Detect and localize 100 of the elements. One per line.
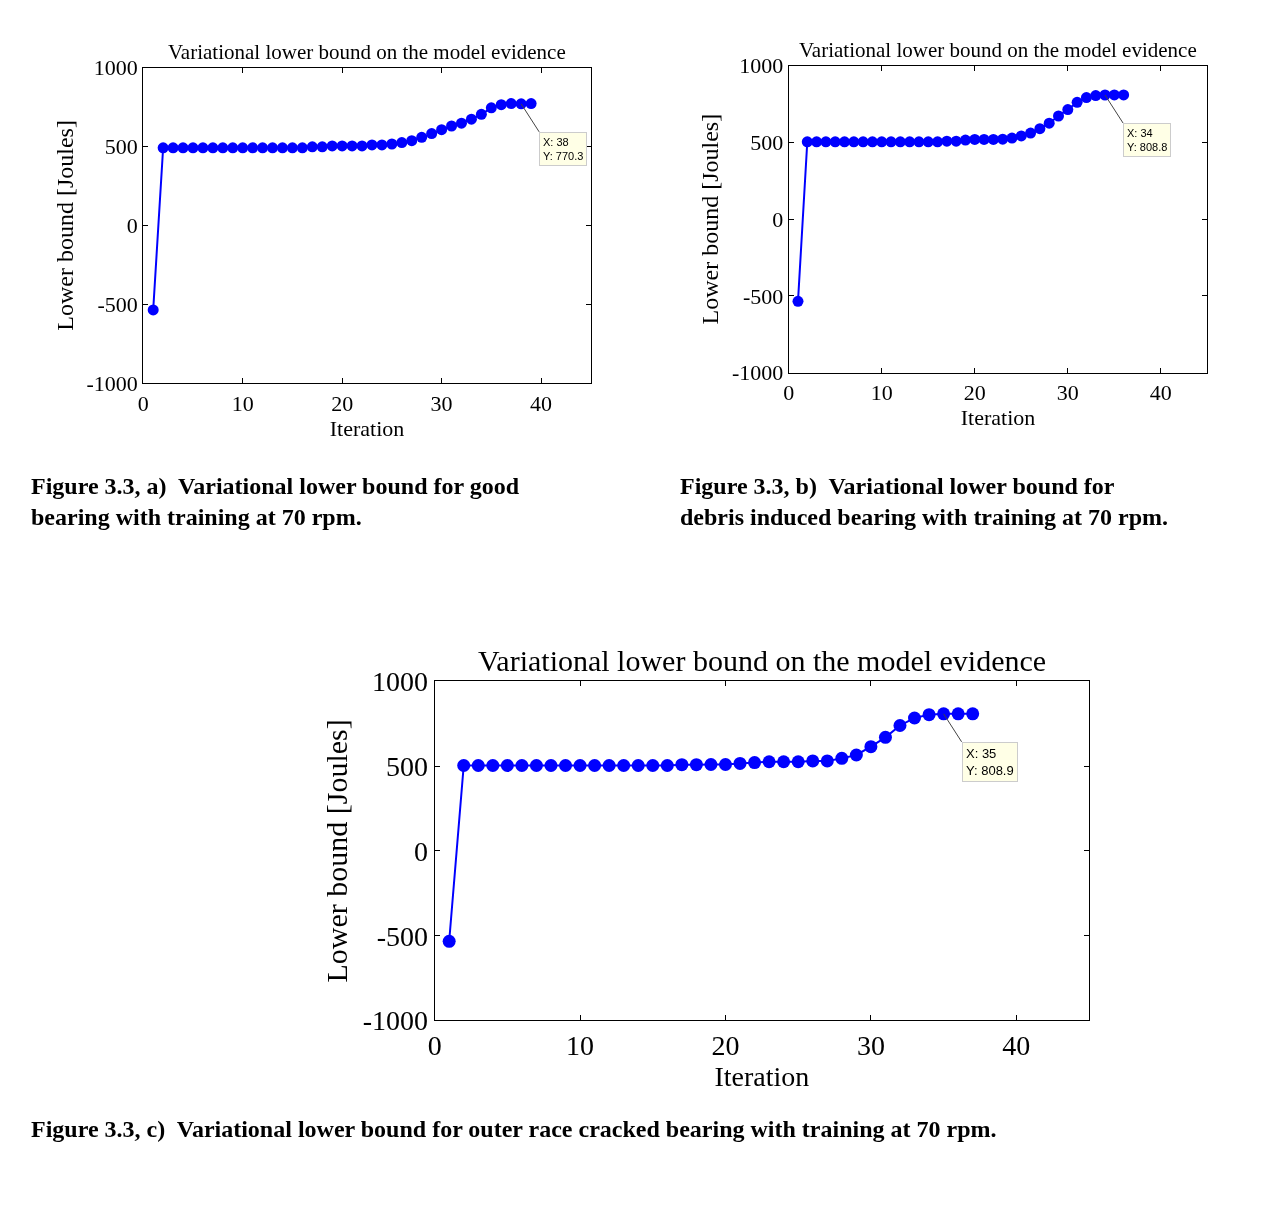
point — [157, 142, 169, 154]
point — [346, 140, 358, 152]
x-tick-label: 30 — [1056, 379, 1079, 405]
y-tick-label: -500 — [97, 292, 138, 318]
point — [646, 758, 660, 772]
point — [267, 142, 279, 154]
point — [257, 142, 269, 154]
point — [959, 134, 971, 146]
point — [197, 142, 209, 154]
point — [675, 758, 689, 772]
point — [660, 758, 674, 772]
point — [1118, 89, 1130, 101]
point — [1034, 123, 1046, 135]
point — [475, 108, 487, 120]
point — [864, 740, 878, 754]
y-tick-label: 1000 — [739, 53, 784, 79]
point — [326, 140, 338, 152]
point — [247, 142, 259, 154]
point — [573, 758, 587, 772]
y-tick-label: 0 — [772, 206, 784, 232]
x-tick-label: 30 — [856, 1030, 885, 1062]
point — [866, 136, 878, 148]
point — [922, 136, 934, 148]
y-axis-title: Lower bound [Joules] — [697, 113, 724, 325]
y-tick-label: 500 — [750, 130, 784, 156]
point — [505, 98, 517, 110]
point — [932, 136, 944, 148]
point — [849, 748, 863, 762]
point — [436, 124, 448, 136]
point — [286, 142, 298, 154]
point — [366, 139, 378, 151]
y-tick-label: 1000 — [93, 55, 138, 81]
point — [908, 711, 922, 725]
x-axis-title: Iteration — [960, 404, 1036, 430]
y-tick-label: -500 — [376, 920, 429, 952]
point — [544, 758, 558, 772]
x-axis-title: Iteration — [714, 1061, 810, 1093]
point — [950, 135, 962, 147]
point — [457, 758, 471, 772]
point — [1062, 104, 1074, 116]
y-axis-title: Lower bound [Joules] — [51, 120, 78, 331]
x-tick-label: 20 — [963, 379, 986, 405]
point — [316, 141, 328, 153]
point — [1015, 130, 1027, 142]
y-axis-title: Lower bound [Joules] — [319, 719, 353, 983]
y-tick-label: -500 — [742, 283, 784, 309]
point — [631, 758, 645, 772]
point — [893, 718, 907, 732]
point — [987, 133, 999, 145]
point — [966, 707, 980, 721]
point — [820, 754, 834, 768]
caption: Figure 3.3, c) Variational lower bound for outer race cracked bearing with training at 70 rpm. — [31, 1116, 997, 1142]
point — [878, 730, 892, 744]
point — [455, 117, 467, 129]
point — [167, 142, 179, 154]
point — [806, 754, 820, 768]
point — [791, 755, 805, 769]
point — [733, 756, 747, 770]
point — [997, 133, 1009, 145]
point — [602, 758, 616, 772]
point — [227, 142, 239, 154]
point — [376, 139, 388, 151]
y-tick-label: 500 — [386, 750, 429, 782]
x-tick-label: 10 — [870, 379, 893, 405]
point — [969, 133, 981, 145]
point — [426, 128, 438, 140]
point — [147, 304, 159, 316]
point — [529, 758, 543, 772]
y-tick-label: 0 — [126, 213, 138, 239]
point — [386, 138, 398, 150]
x-tick-label: 40 — [530, 390, 553, 416]
annotation: X: 35 Y: 808.9 — [966, 746, 1014, 778]
x-tick-label: 10 — [566, 1030, 595, 1062]
y-tick-label: -1000 — [731, 360, 784, 386]
point — [904, 136, 916, 148]
point — [801, 136, 813, 148]
point — [839, 136, 851, 148]
point — [486, 758, 500, 772]
point — [1071, 96, 1083, 108]
point — [559, 758, 573, 772]
point — [177, 142, 189, 154]
point — [495, 99, 507, 111]
point — [500, 758, 514, 772]
point — [306, 141, 318, 153]
point — [1025, 127, 1037, 139]
point — [187, 142, 199, 154]
chart-title: Variational lower bound on the model evidence — [478, 644, 1047, 677]
annotation: X: 34 Y: 808.8 — [1127, 127, 1168, 154]
point — [525, 98, 537, 110]
y-tick-label: -1000 — [86, 370, 138, 396]
point — [792, 295, 804, 307]
point — [876, 136, 888, 148]
point — [835, 751, 849, 765]
chart-title: Variational lower bound on the model evidence — [799, 38, 1197, 62]
point — [406, 135, 418, 147]
x-tick-label: 20 — [711, 1030, 740, 1062]
point — [937, 707, 951, 721]
point — [1053, 110, 1064, 122]
point — [820, 136, 832, 148]
x-tick-label: 20 — [331, 390, 354, 416]
